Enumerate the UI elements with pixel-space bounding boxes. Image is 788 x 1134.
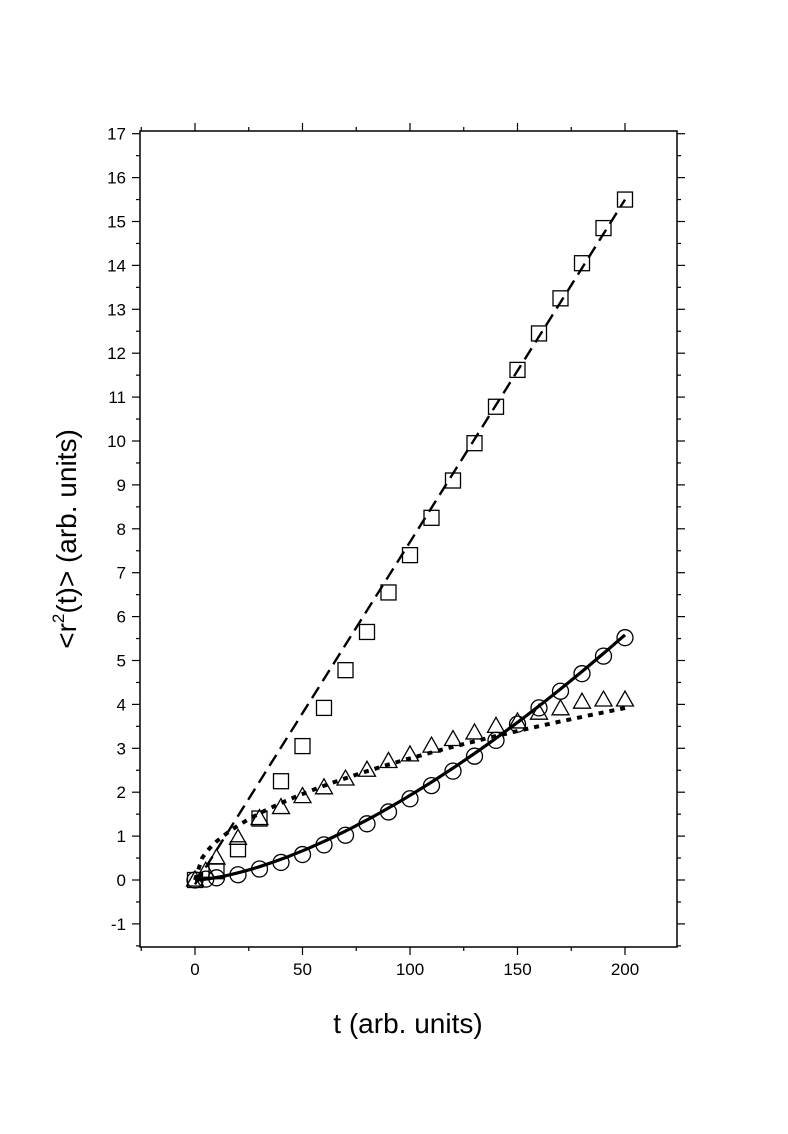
x-axis-title: t (arb. units) [333, 1008, 482, 1039]
triangle-marker [271, 797, 291, 815]
fit-line-dashed [193, 198, 627, 886]
square-marker [509, 361, 526, 379]
y-tick-label: 10 [107, 432, 126, 451]
circle-marker [616, 629, 634, 647]
triangle-marker [196, 860, 216, 878]
triangle-marker [464, 722, 485, 740]
triangle-marker [206, 847, 227, 865]
square-marker [466, 435, 483, 452]
square-marker [595, 219, 612, 237]
triangle-marker [572, 691, 592, 709]
circle-marker [530, 699, 548, 717]
triangle-marker [400, 744, 420, 762]
y-tick-label: 2 [117, 783, 126, 802]
y-tick-label: 11 [108, 388, 126, 407]
y-axis-title-pre: <r [51, 623, 82, 649]
square-marker [380, 584, 397, 601]
y-axis-title-sup: 2 [49, 614, 68, 623]
triangle-marker [357, 759, 377, 777]
circle-marker [186, 871, 204, 889]
circle-marker [293, 845, 312, 864]
y-axis-title-post: (t)> (arb. units) [51, 429, 82, 613]
triangle-marker [615, 689, 635, 707]
square-marker [358, 623, 376, 641]
circle-marker [573, 665, 591, 683]
circle-marker [197, 870, 215, 888]
triangle-marker [249, 808, 270, 826]
y-tick-label: 5 [117, 652, 126, 671]
y-tick-label: -1 [111, 915, 126, 934]
circle-marker [551, 682, 570, 700]
triangle-marker [443, 729, 463, 747]
y-tick-label: 12 [107, 344, 126, 363]
triangle-marker [378, 751, 399, 769]
circle-marker [444, 762, 462, 780]
fit-line-dotted [193, 706, 626, 881]
x-tick-label: 100 [396, 960, 424, 979]
triangle-marker [593, 689, 614, 707]
circle-marker [422, 776, 441, 795]
triangle-marker [486, 716, 506, 733]
circle-marker [594, 647, 613, 665]
square-marker [616, 191, 634, 208]
triangle-marker [292, 786, 313, 804]
y-tick-label: 17 [107, 125, 126, 144]
x-tick-label: 150 [503, 960, 531, 979]
y-tick-label: 3 [117, 739, 126, 758]
y-tick-label: 0 [117, 871, 126, 890]
square-marker [337, 662, 354, 679]
circle-marker [487, 731, 505, 750]
y-tick-label: 14 [107, 256, 126, 275]
data-markers [185, 191, 635, 889]
circle-marker [315, 836, 333, 854]
triangle-marker [507, 711, 528, 729]
triangle-marker [335, 768, 356, 786]
circle-marker [379, 803, 398, 821]
square-marker [294, 737, 311, 755]
circle-marker [272, 853, 290, 872]
square-marker [552, 290, 569, 307]
triangle-marker [228, 827, 248, 845]
circle-marker [207, 869, 226, 887]
square-marker [487, 398, 505, 415]
square-marker [315, 699, 333, 717]
square-marker [251, 810, 268, 827]
square-marker [573, 255, 591, 272]
y-tick-label: 8 [117, 520, 126, 539]
fit-lines [193, 198, 627, 886]
triangle-marker [314, 777, 334, 795]
circle-marker [358, 815, 376, 833]
x-tick-label: 50 [293, 960, 312, 979]
square-marker [229, 841, 247, 858]
y-tick-label: 1 [117, 827, 126, 846]
triangle-marker [529, 702, 549, 720]
circle-marker [229, 866, 247, 884]
plot-frame [139, 130, 678, 948]
circle-marker [465, 747, 484, 765]
square-marker [423, 509, 440, 526]
y-axis-title: <r2(t)> (arb. units) [49, 429, 82, 649]
y-tick-label: 13 [107, 300, 126, 319]
circle-marker [250, 860, 269, 878]
circle-marker [508, 715, 527, 733]
y-tick-label: 7 [117, 564, 126, 583]
circle-marker [401, 790, 419, 808]
triangle-marker [421, 735, 442, 753]
y-tick-label: 6 [117, 608, 126, 627]
y-tick-label: 16 [107, 169, 126, 188]
y-tick-label: 15 [107, 213, 126, 232]
square-marker [444, 472, 462, 489]
triangle-marker [550, 698, 571, 716]
x-tick-label: 200 [611, 960, 639, 979]
x-tick-label: 0 [190, 960, 199, 979]
square-marker [401, 546, 419, 564]
triangle-marker [185, 869, 205, 887]
y-tick-label: 4 [117, 695, 126, 714]
square-marker [530, 325, 548, 342]
y-tick-label: 9 [117, 476, 126, 495]
square-marker [272, 773, 290, 790]
circle-marker [336, 826, 355, 844]
